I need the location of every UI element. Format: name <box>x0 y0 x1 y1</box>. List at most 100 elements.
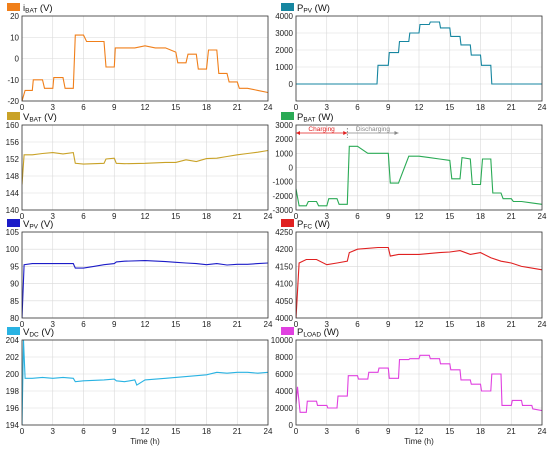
panel-p-pv: 0 1000 2000 3000 4000 0 3 6 9 12 15 18 21 24 PPV (W) <box>275 3 547 112</box>
x-tick-label: 18 <box>202 427 211 436</box>
y-tick-label: 196 <box>6 404 20 413</box>
x-axis-label: Time (h) <box>130 437 160 446</box>
x-tick-label: 12 <box>141 103 150 112</box>
y-tick-label: 80 <box>10 314 19 323</box>
y-tick-label: 2000 <box>275 46 293 55</box>
x-tick-label: 9 <box>112 103 117 112</box>
x-tick-label: 3 <box>51 103 56 112</box>
x-tick-label: 9 <box>386 320 391 329</box>
discharging-arrowhead <box>394 131 399 135</box>
x-tick-label: 21 <box>233 212 242 221</box>
x-tick-label: 9 <box>386 212 391 221</box>
x-tick-label: 24 <box>538 212 547 221</box>
y-tick-label: -3000 <box>273 206 294 215</box>
y-tick-label: 0 <box>289 80 294 89</box>
y-tick-label: 105 <box>6 228 20 237</box>
y-tick-label: 95 <box>10 262 19 271</box>
x-tick-label: 24 <box>264 212 273 221</box>
y-tick-label: 144 <box>6 189 20 198</box>
x-tick-label: 21 <box>507 427 516 436</box>
x-tick-label: 18 <box>476 212 485 221</box>
y-tick-label: 85 <box>10 297 19 306</box>
plot-frame <box>295 124 543 211</box>
y-tick-label: 4100 <box>275 280 293 289</box>
legend-swatch <box>7 327 20 335</box>
y-tick-label: -2000 <box>273 192 294 201</box>
y-tick-label: 0 <box>15 55 20 64</box>
y-tick-label: 156 <box>6 138 20 147</box>
legend-swatch <box>281 112 294 120</box>
x-tick-label: 3 <box>51 320 56 329</box>
x-tick-label: 18 <box>202 212 211 221</box>
x-tick-label: 6 <box>81 427 86 436</box>
y-tick-label: 2000 <box>275 135 293 144</box>
y-tick-label: 0 <box>289 164 294 173</box>
y-tick-label: 4050 <box>275 297 293 306</box>
x-tick-label: 9 <box>112 212 117 221</box>
x-tick-label: 0 <box>20 320 25 329</box>
x-tick-label: 3 <box>325 212 330 221</box>
x-axis-label: Time (h) <box>404 437 434 446</box>
charging-arrowhead <box>296 131 300 135</box>
y-tick-label: 204 <box>6 336 20 345</box>
x-tick-label: 6 <box>355 103 360 112</box>
panel-i-bat: -20 -10 0 10 20 0 3 6 9 12 15 18 21 24 iBAT (V) <box>7 3 273 112</box>
x-tick-label: 0 <box>20 103 25 112</box>
x-tick-label: 3 <box>325 320 330 329</box>
x-tick-label: 24 <box>264 427 273 436</box>
panel-title: PFC (W) <box>297 219 330 231</box>
y-tick-label: -20 <box>7 97 19 106</box>
x-tick-label: 6 <box>355 427 360 436</box>
y-tick-label: 8000 <box>275 353 293 362</box>
y-tick-label: 148 <box>6 172 20 181</box>
y-tick-label: 194 <box>6 421 20 430</box>
x-tick-label: 24 <box>538 103 547 112</box>
x-tick-label: 15 <box>445 320 454 329</box>
x-tick-label: 18 <box>476 320 485 329</box>
x-tick-label: 6 <box>81 320 86 329</box>
y-tick-label: 4200 <box>275 245 293 254</box>
x-tick-label: 12 <box>141 320 150 329</box>
panel-v-pv: 80 85 90 95 100 105 0 3 6 9 12 15 18 21 24 VPV (V) <box>6 219 273 329</box>
x-tick-label: 6 <box>355 320 360 329</box>
plot-frame <box>21 124 269 211</box>
y-tick-label: 2000 <box>275 404 293 413</box>
series-line <box>22 34 268 101</box>
panel-title: VBAT (V) <box>23 112 57 124</box>
x-tick-label: 24 <box>538 320 547 329</box>
y-tick-label: 20 <box>10 12 19 21</box>
x-tick-label: 21 <box>233 320 242 329</box>
y-tick-label: 202 <box>6 353 20 362</box>
legend-swatch <box>281 3 294 11</box>
y-tick-label: -1000 <box>273 178 294 187</box>
legend-swatch <box>7 3 20 11</box>
x-tick-label: 21 <box>507 212 516 221</box>
x-tick-label: 15 <box>445 103 454 112</box>
y-tick-label: 10000 <box>271 336 294 345</box>
y-tick-label: 4000 <box>275 12 293 21</box>
x-tick-label: 0 <box>20 212 25 221</box>
x-tick-label: 12 <box>141 212 150 221</box>
x-tick-label: 3 <box>51 212 56 221</box>
x-tick-label: 15 <box>171 103 180 112</box>
charging-arrowhead <box>343 131 348 135</box>
plot-frame <box>295 15 543 102</box>
y-tick-label: 4150 <box>275 262 293 271</box>
y-tick-label: 3000 <box>275 121 293 130</box>
x-tick-label: 12 <box>415 212 424 221</box>
panel-p-bat: -3000 -2000 -1000 0 1000 2000 3000 0 3 6 9 12 15 18 21… <box>273 112 547 221</box>
x-tick-label: 9 <box>386 427 391 436</box>
series-line <box>296 21 542 85</box>
x-tick-label: 9 <box>112 320 117 329</box>
y-tick-label: 10 <box>10 33 19 42</box>
series-line <box>22 340 268 425</box>
x-tick-label: 6 <box>355 212 360 221</box>
x-tick-label: 18 <box>202 320 211 329</box>
x-tick-label: 21 <box>507 320 516 329</box>
x-tick-label: 3 <box>325 103 330 112</box>
x-tick-label: 3 <box>51 427 56 436</box>
x-tick-label: 18 <box>202 103 211 112</box>
x-tick-label: 24 <box>264 320 273 329</box>
y-tick-label: -10 <box>7 76 19 85</box>
panel-title: VPV (V) <box>23 219 53 231</box>
